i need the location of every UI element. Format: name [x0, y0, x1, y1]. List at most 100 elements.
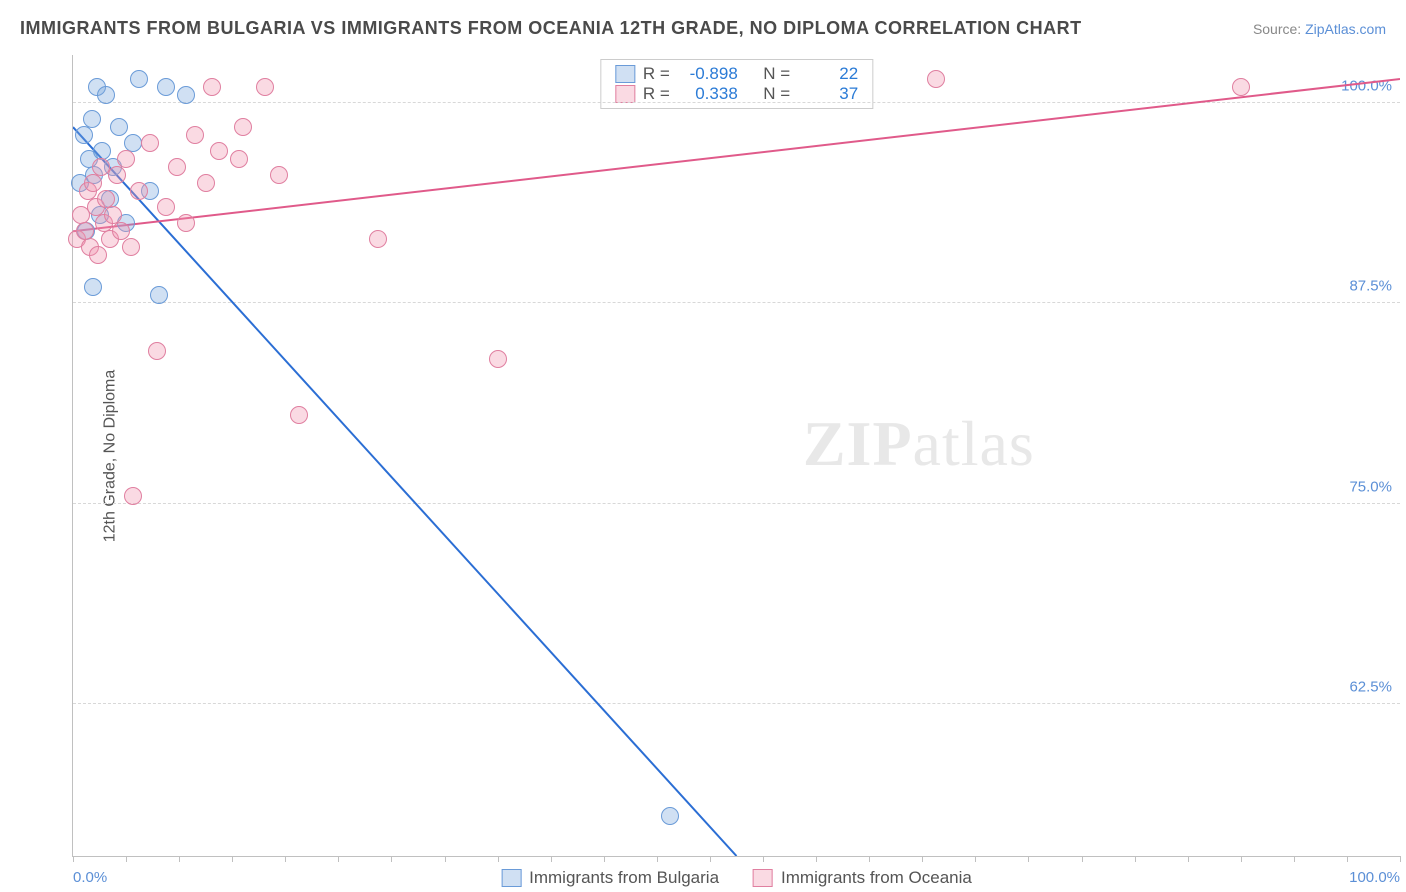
- data-point-oceania: [84, 174, 102, 192]
- series-label-oceania: Immigrants from Oceania: [781, 868, 972, 888]
- x-tick: [73, 856, 74, 862]
- y-tick-label: 62.5%: [1349, 678, 1392, 695]
- x-tick: [1135, 856, 1136, 862]
- x-tick: [657, 856, 658, 862]
- data-point-oceania: [210, 142, 228, 160]
- x-tick: [179, 856, 180, 862]
- data-point-oceania: [117, 150, 135, 168]
- n-value-oceania: 37: [798, 84, 858, 104]
- data-point-bulgaria: [84, 278, 102, 296]
- source-prefix: Source:: [1253, 21, 1305, 37]
- watermark: ZIPatlas: [803, 407, 1035, 481]
- x-tick: [1082, 856, 1083, 862]
- x-tick: [285, 856, 286, 862]
- x-tick: [551, 856, 552, 862]
- x-tick: [126, 856, 127, 862]
- x-tick: [1241, 856, 1242, 862]
- data-point-bulgaria: [150, 286, 168, 304]
- x-tick: [1400, 856, 1401, 862]
- r-value-oceania: 0.338: [678, 84, 738, 104]
- x-tick: [763, 856, 764, 862]
- x-tick: [869, 856, 870, 862]
- swatch-bulgaria-icon: [501, 869, 521, 887]
- swatch-bulgaria-icon: [615, 65, 635, 83]
- data-point-bulgaria: [75, 126, 93, 144]
- data-point-oceania: [256, 78, 274, 96]
- data-point-bulgaria: [97, 86, 115, 104]
- data-point-oceania: [197, 174, 215, 192]
- watermark-bold: ZIP: [803, 408, 913, 479]
- x-tick: [1028, 856, 1029, 862]
- x-tick: [604, 856, 605, 862]
- data-point-oceania: [1232, 78, 1250, 96]
- gridline: [73, 302, 1400, 303]
- gridline: [73, 703, 1400, 704]
- data-point-oceania: [203, 78, 221, 96]
- data-point-oceania: [927, 70, 945, 88]
- data-point-oceania: [177, 214, 195, 232]
- x-tick: [975, 856, 976, 862]
- legend-row-bulgaria: R = -0.898 N = 22: [615, 64, 858, 84]
- chart-header: IMMIGRANTS FROM BULGARIA VS IMMIGRANTS F…: [20, 18, 1386, 39]
- data-point-oceania: [157, 198, 175, 216]
- data-point-bulgaria: [130, 70, 148, 88]
- data-point-bulgaria: [177, 86, 195, 104]
- data-point-oceania: [489, 350, 507, 368]
- data-point-oceania: [369, 230, 387, 248]
- plot-area: ZIPatlas R = -0.898 N = 22 R = 0.338 N =…: [72, 55, 1400, 857]
- legend-item-bulgaria: Immigrants from Bulgaria: [501, 868, 719, 888]
- r-label: R =: [643, 84, 670, 104]
- chart-title: IMMIGRANTS FROM BULGARIA VS IMMIGRANTS F…: [20, 18, 1082, 39]
- x-tick: [391, 856, 392, 862]
- x-tick: [710, 856, 711, 862]
- data-point-oceania: [89, 246, 107, 264]
- x-tick: [232, 856, 233, 862]
- series-label-bulgaria: Immigrants from Bulgaria: [529, 868, 719, 888]
- legend-row-oceania: R = 0.338 N = 37: [615, 84, 858, 104]
- data-point-oceania: [124, 487, 142, 505]
- x-tick: [1188, 856, 1189, 862]
- r-value-bulgaria: -0.898: [678, 64, 738, 84]
- data-point-oceania: [230, 150, 248, 168]
- x-tick: [816, 856, 817, 862]
- x-tick: [498, 856, 499, 862]
- x-tick: [338, 856, 339, 862]
- legend-item-oceania: Immigrants from Oceania: [753, 868, 972, 888]
- n-label: N =: [763, 64, 790, 84]
- source-attribution: Source: ZipAtlas.com: [1253, 21, 1386, 37]
- watermark-rest: atlas: [913, 408, 1035, 479]
- data-point-oceania: [186, 126, 204, 144]
- data-point-oceania: [108, 166, 126, 184]
- x-axis-label-min: 0.0%: [73, 869, 107, 886]
- n-value-bulgaria: 22: [798, 64, 858, 84]
- swatch-oceania-icon: [615, 85, 635, 103]
- data-point-bulgaria: [661, 807, 679, 825]
- x-tick: [922, 856, 923, 862]
- gridline: [73, 102, 1400, 103]
- data-point-bulgaria: [83, 110, 101, 128]
- data-point-oceania: [148, 342, 166, 360]
- swatch-oceania-icon: [753, 869, 773, 887]
- data-point-oceania: [112, 222, 130, 240]
- x-axis-label-max: 100.0%: [1349, 869, 1400, 886]
- source-link[interactable]: ZipAtlas.com: [1305, 21, 1386, 37]
- y-tick-label: 75.0%: [1349, 478, 1392, 495]
- data-point-oceania: [290, 406, 308, 424]
- x-tick: [1294, 856, 1295, 862]
- data-point-oceania: [270, 166, 288, 184]
- data-point-oceania: [130, 182, 148, 200]
- data-point-bulgaria: [157, 78, 175, 96]
- n-label: N =: [763, 84, 790, 104]
- data-point-oceania: [168, 158, 186, 176]
- data-point-oceania: [234, 118, 252, 136]
- data-point-bulgaria: [110, 118, 128, 136]
- y-tick-label: 100.0%: [1341, 78, 1392, 95]
- x-tick: [1347, 856, 1348, 862]
- data-point-oceania: [141, 134, 159, 152]
- gridline: [73, 503, 1400, 504]
- y-tick-label: 87.5%: [1349, 278, 1392, 295]
- series-legend: Immigrants from Bulgaria Immigrants from…: [501, 868, 972, 888]
- r-label: R =: [643, 64, 670, 84]
- data-point-oceania: [122, 238, 140, 256]
- chart-container: 12th Grade, No Diploma ZIPatlas R = -0.8…: [50, 55, 1400, 857]
